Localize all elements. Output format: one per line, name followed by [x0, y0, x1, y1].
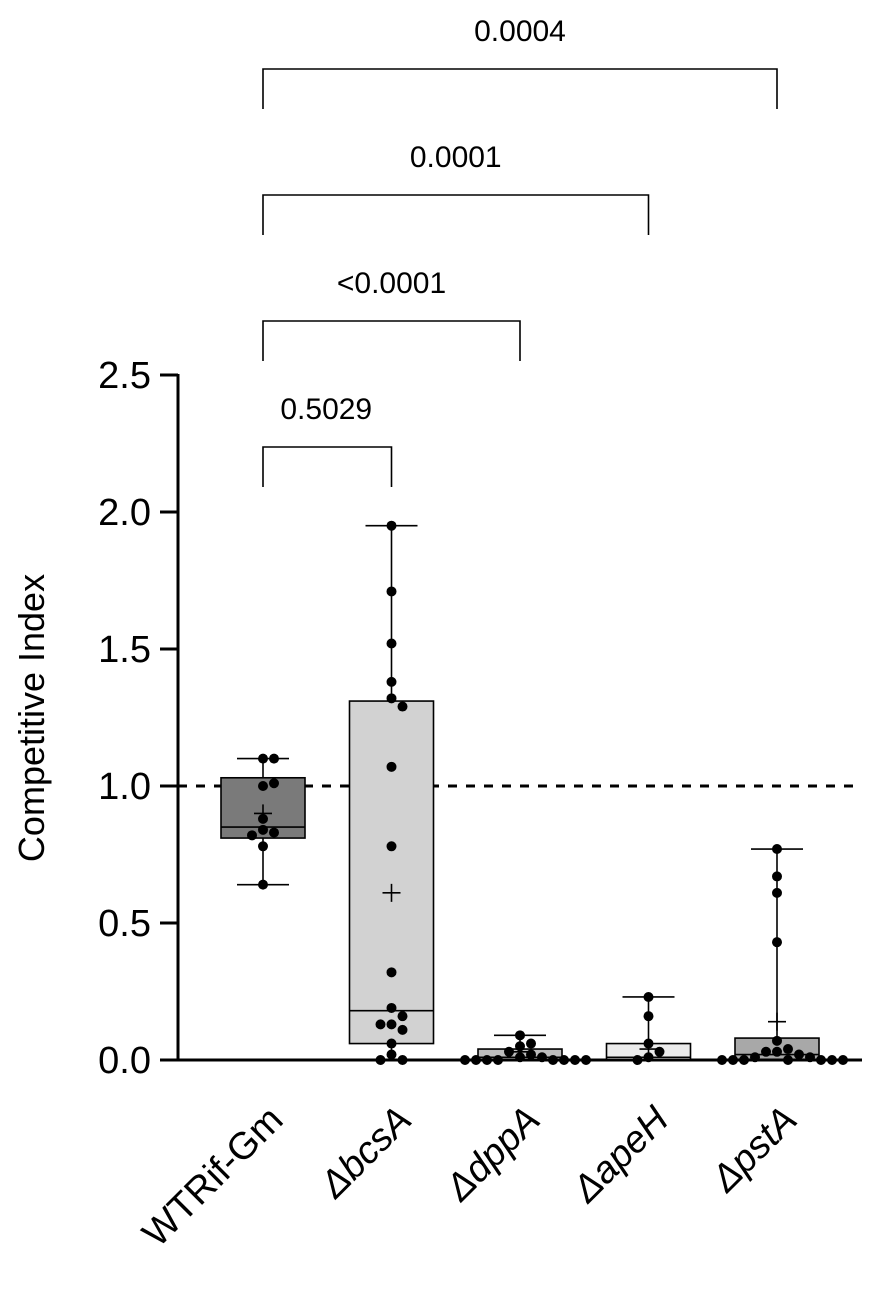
data-point	[643, 1038, 654, 1049]
y-axis-title: Competitive Index	[11, 574, 52, 862]
data-point	[258, 841, 268, 852]
data-point	[772, 937, 782, 948]
bracket-line	[262, 320, 521, 361]
data-point	[643, 991, 654, 1002]
box-group	[605, 991, 692, 1065]
p-value-label: 0.0001	[410, 141, 502, 174]
data-point	[783, 1044, 793, 1055]
x-category-label: ΔbcsA	[312, 1099, 420, 1207]
bracket-line	[262, 446, 393, 487]
data-point	[772, 1046, 782, 1057]
data-point	[772, 871, 782, 882]
y-tick-label: 0.0	[98, 1040, 151, 1082]
data-point	[258, 813, 268, 824]
p-value-label: 0.0004	[474, 15, 566, 48]
data-point	[397, 1024, 408, 1035]
data-point	[386, 841, 397, 852]
data-point	[772, 844, 782, 855]
data-point	[654, 1046, 665, 1057]
significance-brackets: 0.5029 <0.0001 0.0001 0.0004	[262, 15, 778, 487]
y-tick-label: 0.5	[98, 903, 151, 945]
data-point	[258, 879, 268, 890]
data-point	[386, 1049, 397, 1060]
data-point	[526, 1038, 536, 1049]
data-point	[386, 676, 397, 687]
data-point	[397, 701, 408, 712]
data-point	[397, 1011, 408, 1022]
comparison-bracket: <0.0001	[262, 267, 521, 361]
axes	[176, 374, 862, 1062]
x-axis-labels: WTRif-Gm ΔbcsA ΔdppA ΔapeH ΔpstA	[135, 1098, 806, 1255]
data-point	[643, 1011, 654, 1022]
data-point	[386, 1002, 397, 1013]
data-point	[515, 1041, 525, 1052]
box-group	[220, 753, 306, 890]
data-point	[269, 778, 279, 789]
y-tick-label: 2.0	[98, 492, 151, 534]
x-category-label: ΔpstA	[703, 1099, 805, 1201]
y-axis-ticks: 0.0 0.5 1.0 1.5 2.0 2.5	[98, 355, 178, 1082]
comparison-bracket: 0.0001	[262, 141, 650, 235]
data-point	[258, 824, 268, 835]
data-point	[258, 781, 268, 791]
data-point	[386, 1038, 397, 1049]
x-category-label: ΔapeH	[564, 1098, 677, 1211]
data-point	[504, 1046, 514, 1057]
p-value-label: <0.0001	[337, 267, 446, 300]
y-tick-label: 1.5	[98, 629, 151, 671]
box-group	[717, 844, 848, 1065]
data-point	[386, 693, 397, 704]
x-category-label: WTRif-Gm	[135, 1099, 292, 1256]
data-point	[269, 753, 279, 764]
comparison-bracket: 0.5029	[262, 393, 393, 487]
data-point	[794, 1049, 804, 1060]
data-point	[375, 1019, 386, 1030]
data-point	[269, 827, 279, 838]
x-category-label: ΔdppA	[437, 1099, 548, 1210]
data-point	[386, 967, 397, 978]
y-tick-label: 2.5	[98, 355, 151, 397]
data-point	[386, 1019, 397, 1030]
data-point	[761, 1046, 771, 1057]
data-point	[772, 887, 782, 898]
box-plots	[220, 520, 848, 1065]
data-point	[386, 586, 397, 597]
data-point	[258, 753, 268, 764]
data-point	[526, 1049, 536, 1060]
y-tick-label: 1.0	[98, 766, 151, 808]
data-point	[772, 1035, 782, 1046]
data-point	[247, 830, 257, 841]
data-point	[386, 638, 397, 649]
data-point	[386, 761, 397, 772]
box-iqr	[348, 700, 435, 1045]
data-point	[386, 520, 397, 531]
box-group	[348, 520, 435, 1065]
bracket-line	[262, 194, 650, 235]
bracket-line	[262, 68, 778, 109]
comparison-bracket: 0.0004	[262, 15, 778, 109]
data-point	[515, 1030, 525, 1041]
p-value-label: 0.5029	[280, 393, 372, 426]
